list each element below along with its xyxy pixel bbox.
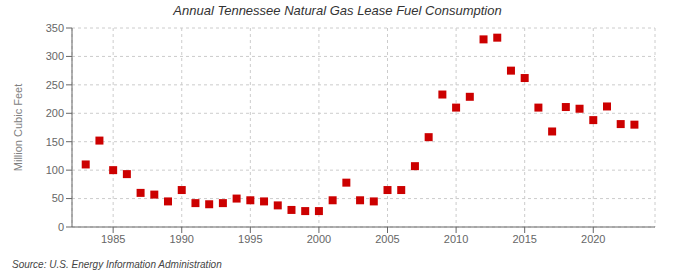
svg-text:1985: 1985 <box>101 233 125 245</box>
svg-text:300: 300 <box>46 50 64 62</box>
svg-text:2015: 2015 <box>512 233 536 245</box>
html-text:Source: U.S. Energy Informatio: Source: U.S. Energy Information Administ… <box>12 259 222 270</box>
svg-text:350: 350 <box>46 22 64 34</box>
svg-text:1995: 1995 <box>238 233 262 245</box>
svg-text:100: 100 <box>46 164 64 176</box>
svg-text:200: 200 <box>46 107 64 119</box>
svg-text:2020: 2020 <box>581 233 605 245</box>
svg-text:0: 0 <box>58 221 64 233</box>
svg-text:50: 50 <box>52 192 64 204</box>
svg-text:2010: 2010 <box>444 233 468 245</box>
svg-text:1990: 1990 <box>169 233 193 245</box>
html-text:Annual Tennessee Natural Gas L: Annual Tennessee Natural Gas Lease Fuel … <box>173 3 502 18</box>
svg-text:Million Cubic Feet: Million Cubic Feet <box>12 84 24 171</box>
svg-text:2000: 2000 <box>307 233 331 245</box>
svg-text:2005: 2005 <box>375 233 399 245</box>
svg-text:150: 150 <box>46 136 64 148</box>
svg-text:250: 250 <box>46 79 64 91</box>
